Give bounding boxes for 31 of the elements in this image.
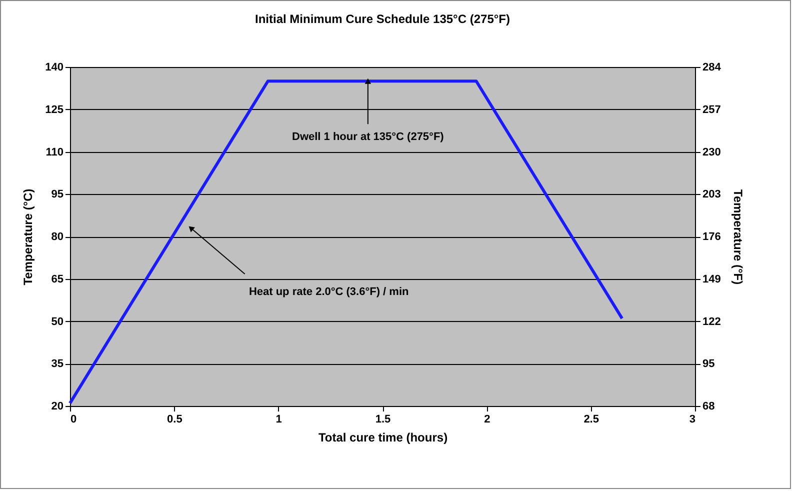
x-tick-label: 1 bbox=[276, 414, 282, 426]
y2-tick-label: 257 bbox=[702, 104, 721, 116]
y2-tick-label: 149 bbox=[702, 273, 721, 286]
y-tick-label: 125 bbox=[45, 104, 64, 116]
x-tick-label: 2.5 bbox=[584, 414, 599, 426]
y2-axis-title: Temperature (°F) bbox=[730, 189, 745, 285]
y2-tick-label: 284 bbox=[702, 62, 722, 74]
y2-tick-label: 230 bbox=[702, 146, 721, 158]
annotation: Heat up rate 2.0°C (3.6°F) / min bbox=[248, 286, 410, 298]
y-tick-label: 110 bbox=[46, 146, 64, 158]
y2-tick-label: 176 bbox=[702, 231, 721, 243]
y-tick-label: 35 bbox=[51, 358, 64, 370]
y-tick-label: 140 bbox=[45, 62, 64, 74]
y-tick-label: 80 bbox=[51, 231, 64, 243]
y-tick-label: 20 bbox=[51, 400, 64, 412]
y-tick-label: 50 bbox=[51, 316, 64, 328]
x-tick-label: 2 bbox=[484, 414, 490, 426]
y2-tick-label: 203 bbox=[702, 188, 721, 201]
annotation: Dwell 1 hour at 135°C (275°F) bbox=[292, 131, 444, 144]
y-tick-label: 65 bbox=[51, 273, 64, 286]
x-axis-title: Total cure time (hours) bbox=[318, 430, 448, 444]
x-tick-label: 0 bbox=[70, 414, 77, 426]
x-tick-label: 3 bbox=[689, 414, 696, 426]
x-tick-label: 1.5 bbox=[375, 414, 391, 426]
y2-tick-label: 68 bbox=[702, 400, 715, 412]
y-tick-label: 95 bbox=[51, 188, 64, 201]
x-tick-label: 0.5 bbox=[167, 414, 182, 426]
chart-title: Initial Minimum Cure Schedule 135°C (275°F) bbox=[255, 12, 510, 26]
y2-tick-label: 122 bbox=[702, 316, 721, 328]
y2-tick-label: 95 bbox=[702, 358, 715, 370]
y-axis-title: Temperature (°C) bbox=[21, 188, 36, 286]
